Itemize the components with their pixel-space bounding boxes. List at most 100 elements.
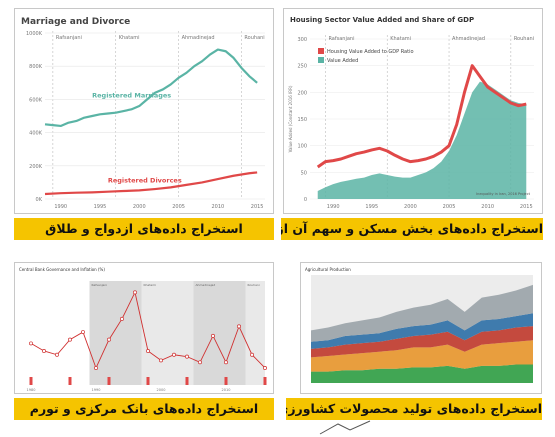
era-label: Rouhani (248, 283, 260, 287)
era-band (141, 281, 194, 385)
governor-marker (29, 377, 33, 385)
x-tick-label: 2015 (520, 204, 533, 210)
source-note: Inequality in Iran, 2016 Project (476, 192, 530, 196)
inflation-point (172, 352, 176, 357)
x-tick-label: 2010 (222, 388, 231, 392)
x-tick-label: 2005 (443, 204, 456, 210)
y-axis-label: Value Added (Constant 2016 IRR) (288, 85, 293, 152)
chart-title: Housing Sector Value Added and Share of … (290, 16, 474, 24)
inflation-point (94, 366, 98, 370)
x-tick-label: 1990 (327, 204, 340, 210)
x-tick-label: 1980 (27, 388, 36, 392)
y-tick-label: 0K (36, 197, 43, 203)
y-tick-label: 400K (29, 131, 43, 137)
caption-agriculture: استخراج داده‌های تولید محصولات کشاورزی (286, 398, 542, 420)
inflation-point (120, 316, 124, 321)
inflation-point (198, 360, 202, 365)
governor-marker (146, 377, 150, 385)
panel-agriculture: Agricultural Production (300, 262, 542, 394)
governor-marker (224, 377, 228, 385)
inflation-point (211, 333, 215, 338)
chart-title: Marriage and Divorce (21, 17, 130, 27)
inflation-point (42, 349, 46, 353)
series-label: Registered Divorces (108, 176, 182, 184)
inflation-point (29, 341, 33, 346)
inflation-point (224, 360, 228, 365)
y-tick-label: 300 (297, 37, 307, 43)
series-label: Registered Marriages (92, 92, 171, 100)
x-tick-label: 2010 (481, 204, 494, 210)
x-tick-label: 1990 (54, 204, 67, 210)
era-band (245, 281, 265, 385)
legend-swatch (318, 48, 324, 54)
y-tick-label: 100 (297, 144, 307, 150)
era-label: Khatami (144, 283, 157, 287)
x-tick-label: 1995 (365, 204, 378, 210)
inflation-point (107, 337, 111, 342)
era-label: Rafsanjani (92, 283, 108, 287)
panel-housing: Housing Sector Value Added and Share of … (283, 8, 543, 214)
inflation-point (133, 290, 137, 295)
era-band (89, 281, 142, 385)
chart-housing: Housing Sector Value Added and Share of … (288, 16, 534, 210)
chart-marriage-divorce: Marriage and Divorce Rafsanjani Khatami Ahm… (21, 17, 265, 210)
governor-marker (185, 377, 189, 385)
era-label: Rafsanjani (328, 36, 354, 42)
inflation-point (146, 349, 150, 353)
legend-swatch (318, 57, 324, 63)
governor-marker (107, 377, 111, 385)
inflation-point (185, 354, 189, 359)
inflation-point (55, 352, 59, 357)
series-line (44, 48, 258, 128)
x-tick-label: 2005 (172, 204, 185, 210)
inflation-point (250, 352, 254, 357)
caption-central-bank: استخراج داده‌های بانک مرکزی و تورم (14, 398, 274, 420)
x-tick-label: 2010 (211, 204, 224, 210)
x-tick-label: 1995 (94, 204, 107, 210)
signature-mark (319, 420, 371, 435)
x-tick-label: 2015 (251, 204, 264, 210)
series-line (44, 171, 258, 196)
era-label: Ahmadinejad (452, 36, 485, 42)
governor-marker (263, 377, 267, 385)
inflation-point (237, 324, 241, 329)
chart-agriculture: Agricultural Production (305, 267, 533, 383)
panel-central-bank: Central Bank Governance and Inflation (%… (14, 262, 274, 394)
era-label: Rouhani (244, 35, 264, 41)
area-value-added (317, 81, 527, 199)
chart-central-bank: Central Bank Governance and Inflation (%… (19, 267, 267, 392)
line-gdp-ratio (316, 64, 527, 169)
legend-label: Housing Value Added to GDP Ratio (327, 49, 414, 55)
stack-layer (311, 284, 533, 342)
y-tick-label: 0 (304, 197, 307, 203)
x-tick-label: 2000 (404, 204, 417, 210)
inflation-point (68, 337, 72, 342)
x-tick-label: 1990 (92, 388, 101, 392)
chart-title: Central Bank Governance and Inflation (%… (19, 267, 105, 272)
era-label: Ahmadinejad (196, 283, 216, 287)
stack-layer (311, 364, 533, 383)
era-label: Rouhani (514, 36, 534, 42)
y-tick-label: 200 (297, 90, 307, 96)
y-tick-label: 1000K (26, 31, 43, 37)
era-label: Rafsanjani (56, 35, 82, 41)
era-label: Khatami (390, 36, 411, 42)
y-tick-label: 150 (297, 117, 307, 123)
y-tick-label: 800K (29, 64, 43, 70)
y-tick-label: 50 (301, 170, 307, 176)
legend-label: Value Added (327, 58, 358, 64)
inflation-point (159, 358, 163, 363)
y-tick-label: 250 (297, 64, 307, 70)
x-tick-label: 2000 (133, 204, 146, 210)
stack-layer (311, 340, 533, 372)
stack-layer (311, 313, 533, 349)
caption-housing: استخراج داده‌های بخش مسکن و سهم آن از GD… (281, 218, 543, 240)
inflation-point (81, 330, 85, 335)
era-band (193, 281, 246, 385)
inflation-point (263, 366, 267, 370)
era-label: Ahmadinejad (182, 35, 215, 41)
era-label: Khatami (119, 35, 140, 41)
caption-marriage-divorce: استخراج داده‌های ازدواج و طلاق (14, 218, 274, 240)
chart-title: Agricultural Production (305, 267, 351, 272)
x-tick-label: 2000 (157, 388, 166, 392)
